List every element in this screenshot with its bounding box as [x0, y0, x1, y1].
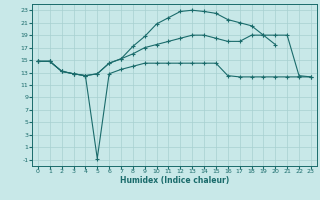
X-axis label: Humidex (Indice chaleur): Humidex (Indice chaleur): [120, 176, 229, 185]
